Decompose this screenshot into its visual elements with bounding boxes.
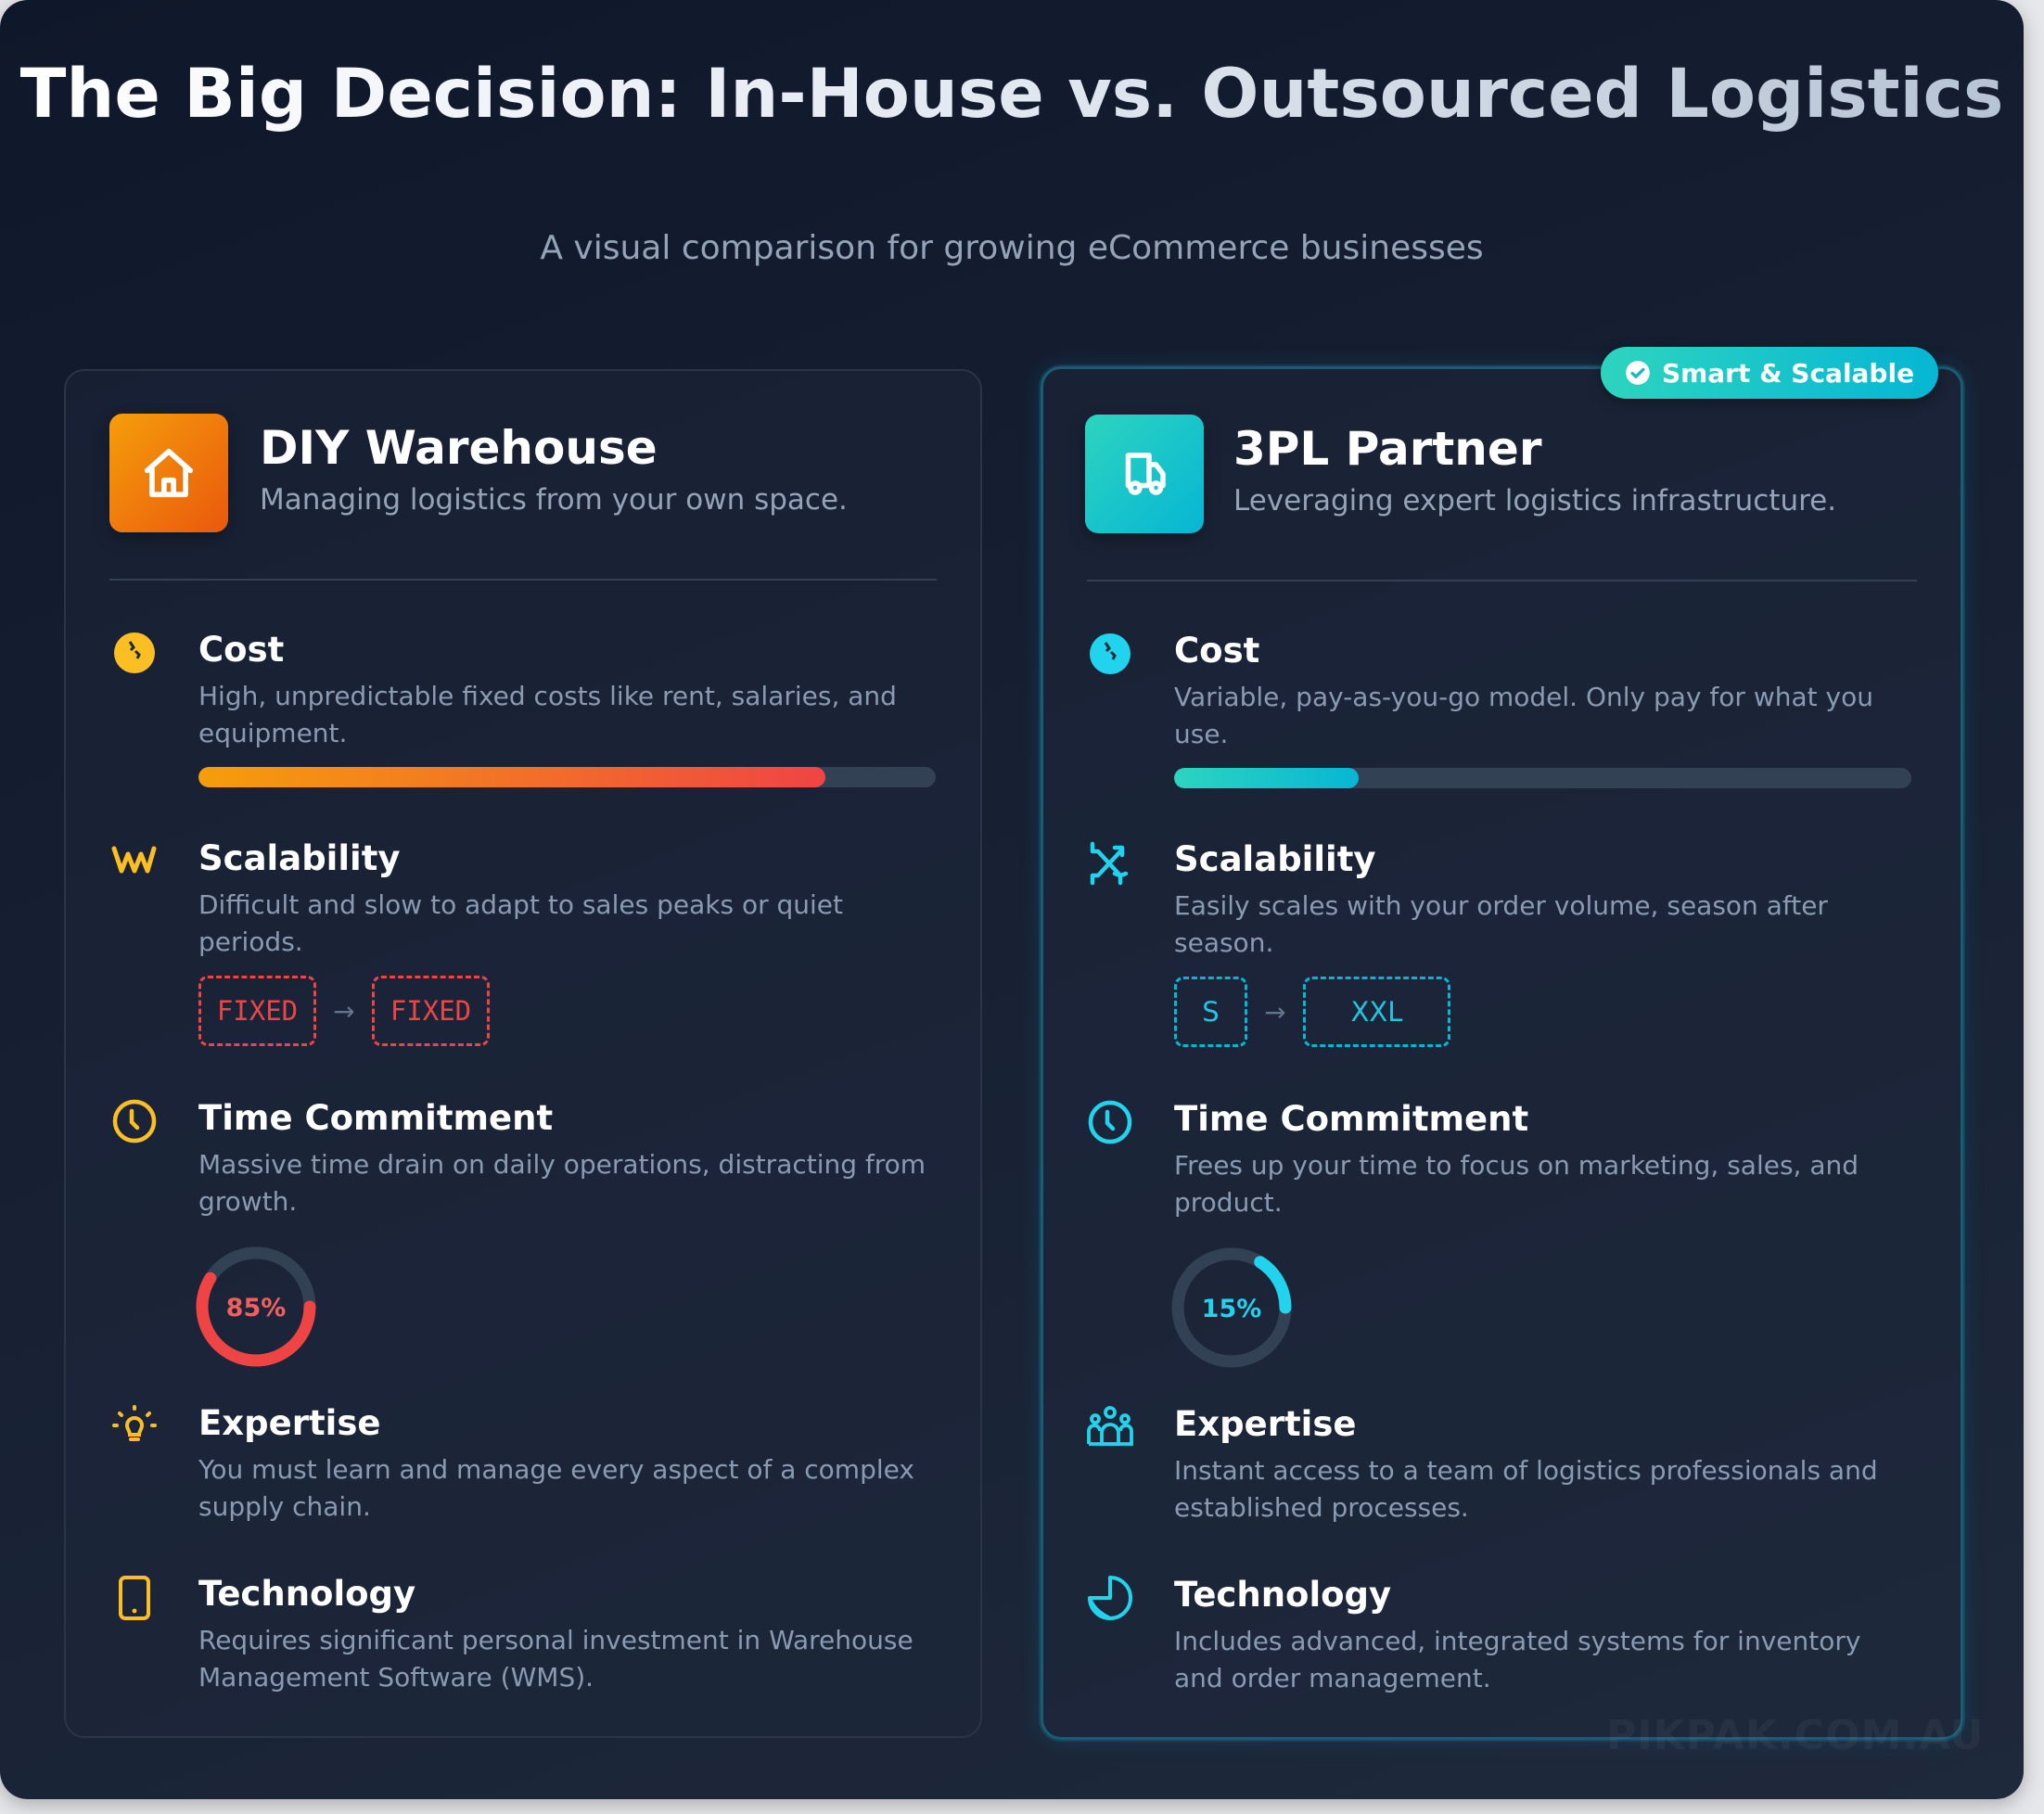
time-ring: 15%	[1171, 1247, 1292, 1368]
scale-from-chip: S	[1174, 977, 1247, 1047]
item-title: Expertise	[1174, 1404, 1357, 1444]
truck-icon	[1085, 415, 1204, 533]
item-title: Time Commitment	[198, 1098, 554, 1138]
item-description: Easily scales with your order volume, se…	[1174, 890, 1828, 958]
cost-bar-fill	[198, 767, 825, 787]
arrows-cross-icon	[1090, 841, 1129, 886]
item-title: Scalability	[198, 838, 401, 878]
item-description: Variable, pay-as-you-go model. Only pay …	[1174, 682, 1873, 749]
cost-bar	[198, 767, 936, 787]
item-description: Includes advanced, integrated systems fo…	[1174, 1626, 1861, 1693]
scale-from-chip: FIXED	[198, 976, 316, 1046]
cost-bar	[1174, 768, 1911, 788]
item-title: Cost	[1174, 631, 1260, 671]
divider	[1087, 580, 1917, 581]
scale-chips: S → XXL	[1174, 977, 1450, 1047]
3pl-partner-card: 3PL Partner Leveraging expert logistics …	[1041, 366, 1963, 1740]
pie-chart-icon	[1088, 1576, 1132, 1620]
ring-progress-arc	[1254, 1256, 1292, 1314]
item-title: Cost	[198, 630, 285, 670]
item-title: Scalability	[1174, 839, 1376, 879]
chart-wave-icon	[111, 846, 157, 874]
page-subtitle: A visual comparison for growing eCommerc…	[540, 229, 1484, 267]
phone-icon	[119, 1576, 150, 1620]
divider	[109, 579, 937, 581]
team-icon	[1087, 1406, 1133, 1446]
scale-to-chip: FIXED	[372, 976, 490, 1046]
item-description: You must learn and manage every aspect o…	[198, 1454, 914, 1522]
ring-label: 15%	[1202, 1295, 1262, 1323]
item-title: Expertise	[198, 1403, 381, 1443]
coin-icon	[1090, 633, 1131, 674]
item-description: High, unpredictable fixed costs like ren…	[198, 681, 897, 748]
ring-progress-arc	[196, 1271, 316, 1367]
item-description: Massive time drain on daily operations, …	[198, 1149, 926, 1217]
cost-bar-fill	[1174, 768, 1359, 788]
lightbulb-icon	[112, 1405, 157, 1441]
clock-icon	[112, 1099, 157, 1143]
arrow-right-icon: →	[1264, 996, 1286, 1028]
item-description: Difficult and slow to adapt to sales pea…	[198, 889, 843, 957]
ring-label: 85%	[226, 1294, 287, 1322]
card-title: DIY Warehouse	[260, 421, 658, 475]
coin-icon	[114, 632, 155, 673]
item-title: Time Commitment	[1174, 1099, 1529, 1139]
card-subtitle: Managing logistics from your own space.	[260, 483, 848, 517]
check-circle-icon	[1626, 361, 1650, 385]
card-subtitle: Leveraging expert logistics infrastructu…	[1233, 484, 1837, 517]
house-icon	[109, 414, 228, 532]
item-description: Instant access to a team of logistics pr…	[1174, 1455, 1878, 1523]
diy-warehouse-card: DIY Warehouse Managing logistics from yo…	[64, 369, 982, 1738]
smart-scalable-badge: Smart & Scalable	[1601, 347, 1938, 399]
time-ring: 85%	[196, 1246, 316, 1367]
watermark: PIKPAK.COM.AU	[1606, 1712, 1985, 1759]
page-title: The Big Decision: In-House vs. Outsource…	[0, 57, 2024, 132]
item-description: Requires significant personal investment…	[198, 1625, 913, 1693]
clock-icon	[1088, 1100, 1132, 1144]
badge-label: Smart & Scalable	[1661, 357, 1915, 389]
card-title: 3PL Partner	[1233, 422, 1542, 476]
arrow-right-icon: →	[333, 995, 355, 1027]
item-description: Frees up your time to focus on marketing…	[1174, 1150, 1859, 1218]
item-title: Technology	[1174, 1575, 1392, 1615]
item-title: Technology	[198, 1574, 416, 1614]
scale-to-chip: XXL	[1303, 977, 1450, 1047]
scale-chips: FIXED → FIXED	[198, 976, 490, 1046]
